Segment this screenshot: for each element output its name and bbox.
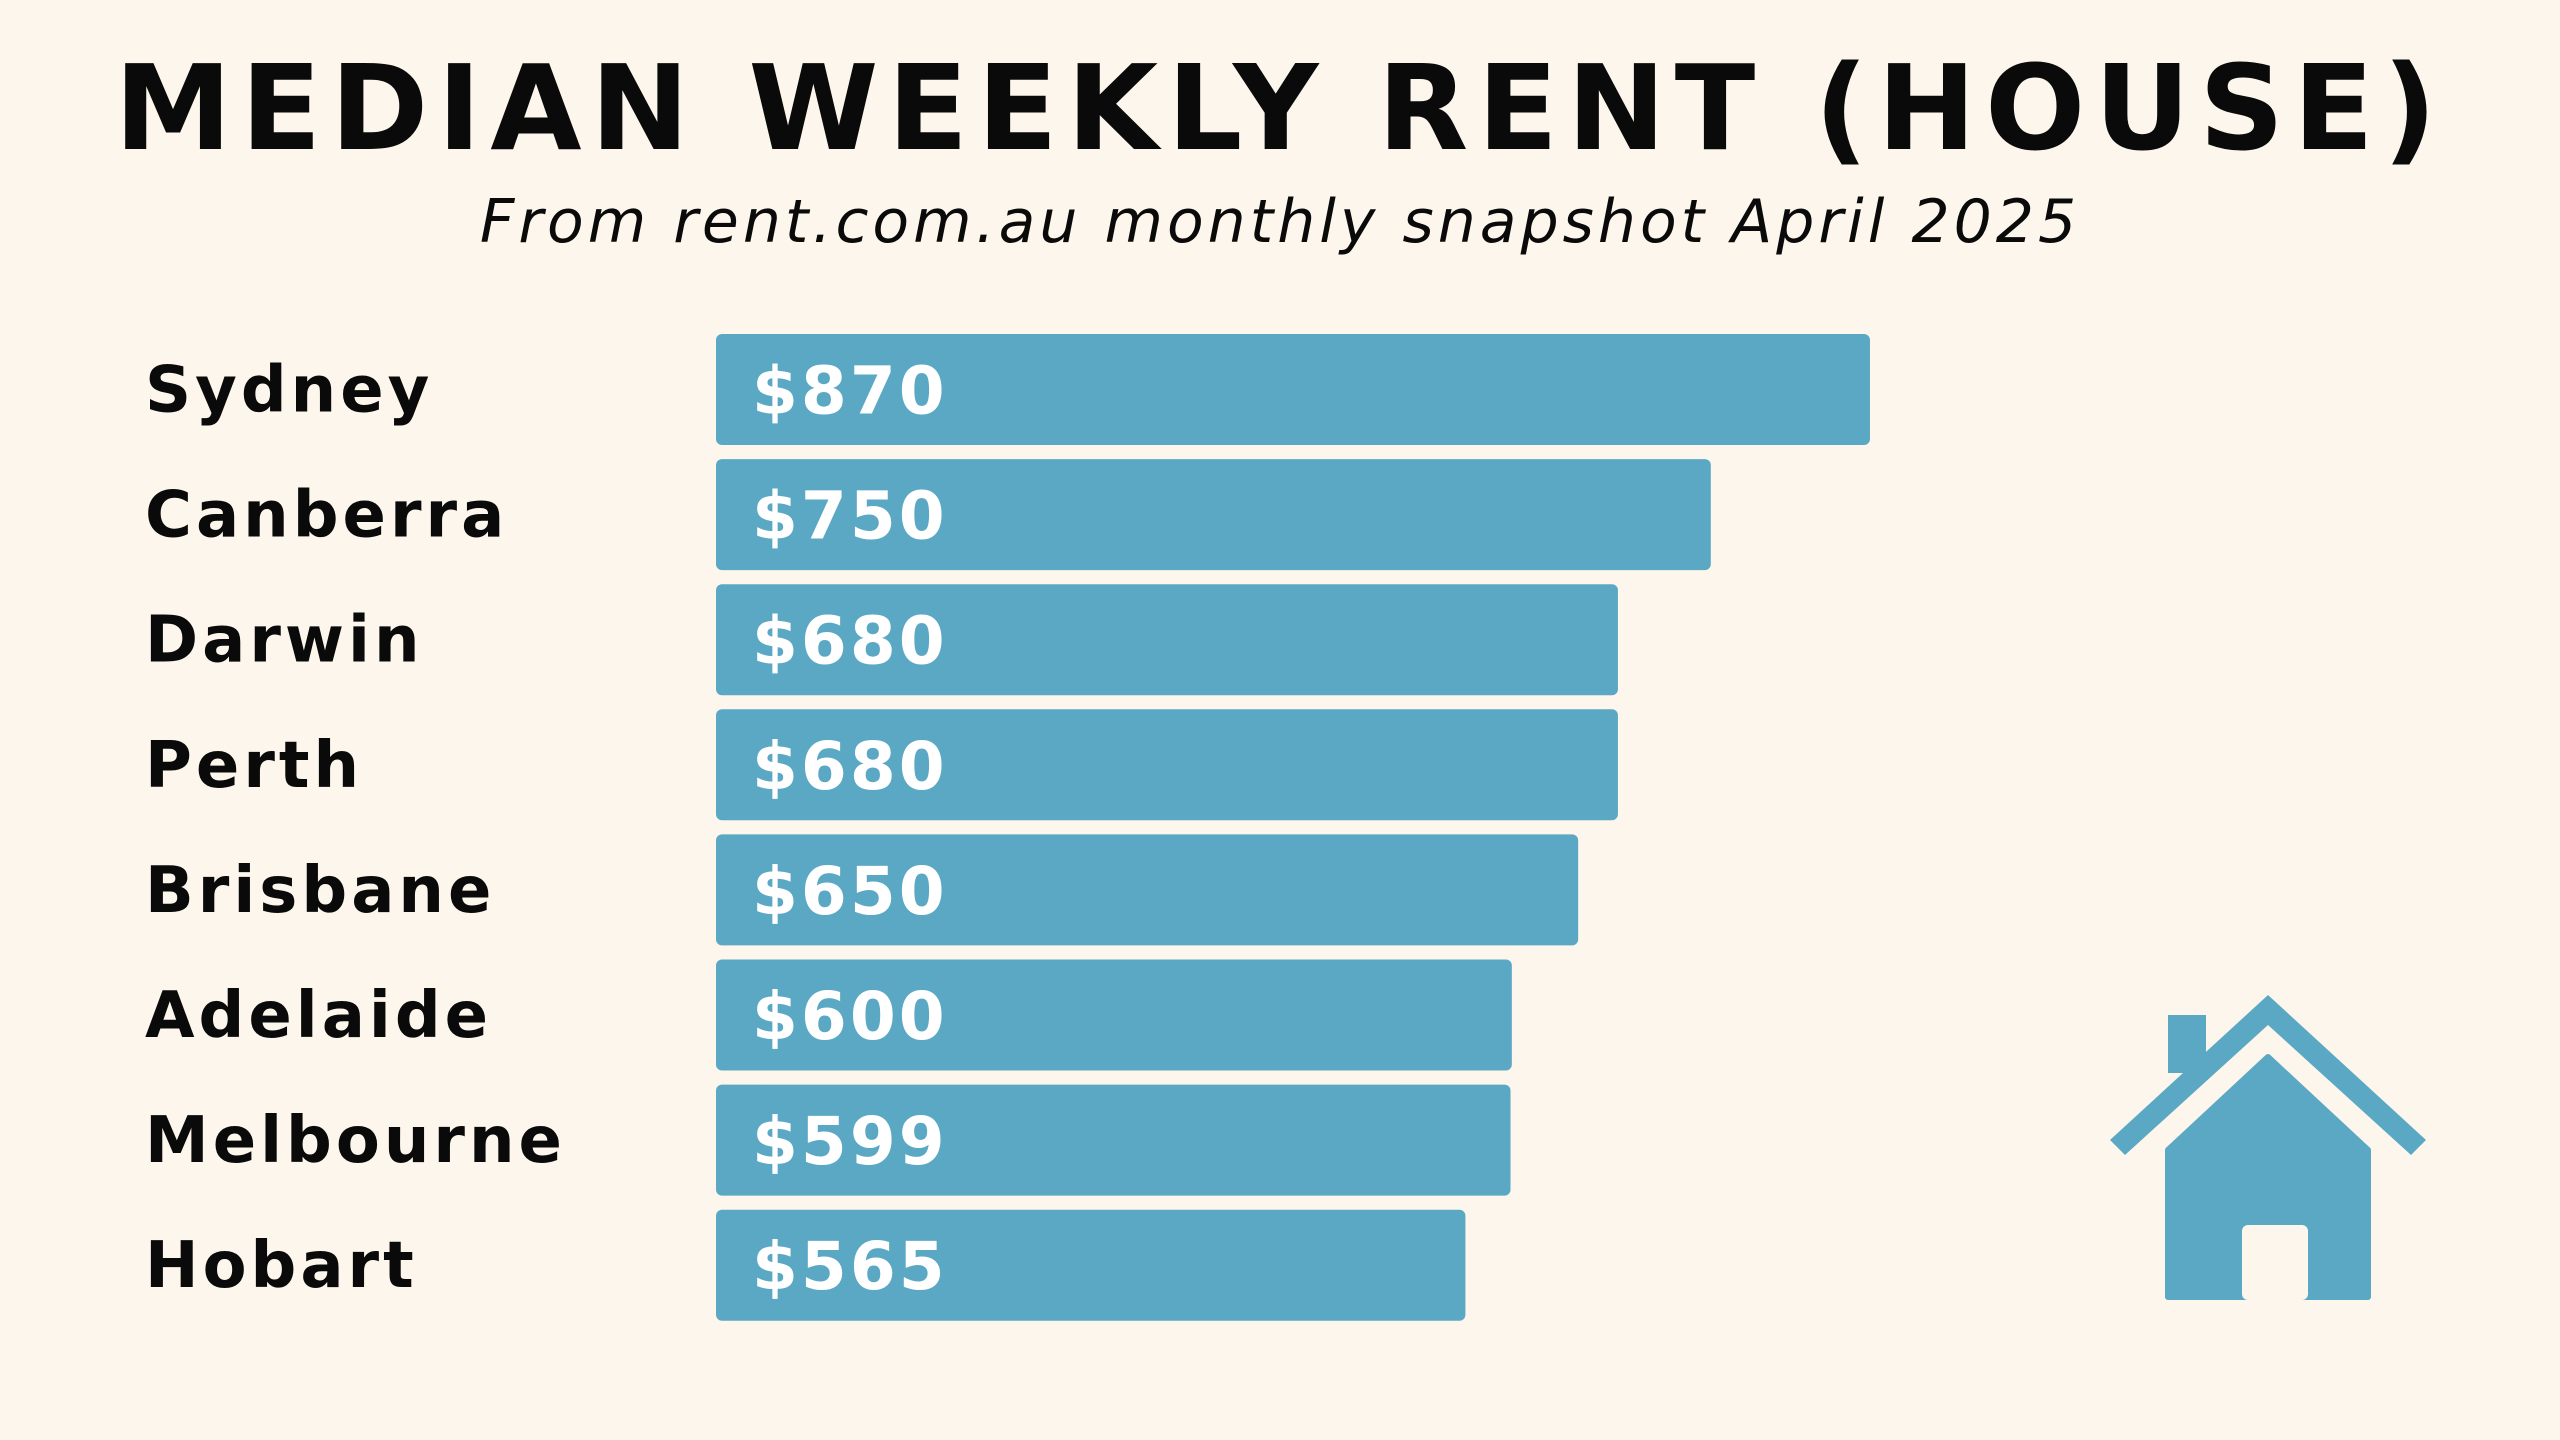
bar-brisbane: [716, 834, 1579, 946]
category-label: Canberra: [145, 479, 508, 553]
value-label: $650: [752, 853, 948, 930]
value-label: $680: [752, 728, 948, 805]
chart-title: MEDIAN WEEKLY RENT (HOUSE): [114, 39, 2446, 177]
value-label: $599: [752, 1103, 948, 1180]
category-label: Darwin: [145, 604, 424, 678]
value-label: $565: [752, 1228, 948, 1305]
category-label: Sydney: [145, 354, 433, 428]
category-label: Brisbane: [145, 854, 495, 928]
value-label: $870: [752, 353, 948, 430]
value-label: $750: [752, 478, 948, 555]
value-label: $600: [752, 978, 948, 1055]
bar-perth: [716, 709, 1618, 821]
bar-darwin: [716, 584, 1618, 696]
bar-adelaide: [716, 959, 1512, 1071]
bar-hobart: [716, 1209, 1466, 1321]
house-icon: [2110, 995, 2426, 1300]
category-label: Hobart: [145, 1229, 418, 1303]
bar-sydney: [716, 334, 1870, 445]
category-label: Perth: [145, 729, 363, 803]
bar-melbourne: [716, 1084, 1511, 1196]
category-label: Melbourne: [145, 1104, 566, 1178]
category-label: Adelaide: [145, 979, 492, 1053]
value-label: $680: [752, 603, 948, 680]
bar-canberra: [716, 459, 1711, 571]
chart-subtitle: From rent.com.au monthly snapshot April …: [479, 187, 2081, 257]
